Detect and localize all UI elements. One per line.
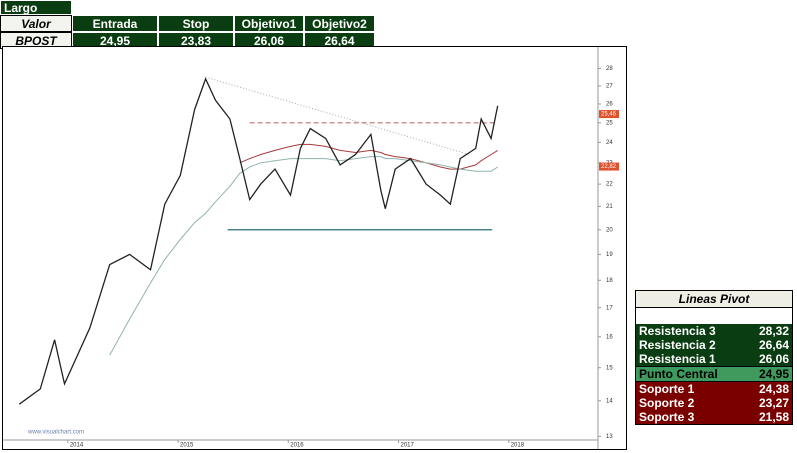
pivot-value: 24,38 bbox=[758, 382, 789, 396]
price-tag bbox=[599, 162, 619, 171]
pivot-row: Soporte 3 21,58 bbox=[636, 410, 792, 424]
y-tick-label: 15 bbox=[606, 365, 613, 371]
trend-line bbox=[205, 76, 470, 155]
y-tick-label: 13 bbox=[606, 434, 613, 440]
y-tick-label: 17 bbox=[606, 305, 613, 311]
x-tick-label: 2018 bbox=[511, 443, 525, 449]
pivot-value: 26,64 bbox=[758, 338, 789, 352]
table-title: Largo bbox=[0, 0, 72, 15]
y-tick-label: 20 bbox=[606, 227, 613, 233]
y-tick-label: 22 bbox=[606, 182, 613, 188]
price-tag-label: 25,46 bbox=[601, 112, 617, 118]
header-cell: Objetivo2 bbox=[304, 15, 375, 32]
pivot-label: Resistencia 2 bbox=[639, 338, 716, 352]
header-cell: Entrada bbox=[72, 15, 158, 32]
y-tick-label: 27 bbox=[606, 83, 613, 89]
pivot-label: Resistencia 3 bbox=[639, 324, 716, 338]
pivot-row: Punto Central 24,95 bbox=[636, 366, 792, 382]
header-cell: Valor bbox=[0, 15, 72, 32]
y-tick-label: 16 bbox=[606, 334, 613, 340]
header-cell: Objetivo1 bbox=[234, 15, 304, 32]
y-tick-label: 14 bbox=[606, 398, 613, 404]
y-tick-label: 19 bbox=[606, 252, 613, 258]
y-tick-label: 24 bbox=[606, 140, 613, 146]
series-line bbox=[239, 143, 498, 170]
pivot-label: Soporte 1 bbox=[639, 382, 695, 396]
chart-frame bbox=[2, 46, 627, 450]
y-tick-label: 21 bbox=[606, 204, 613, 210]
y-tick-label: 18 bbox=[606, 278, 613, 284]
x-tick-label: 2017 bbox=[400, 443, 414, 449]
pivot-rows: Resistencia 3 28,32 Resistencia 2 26,64 Resi… bbox=[636, 324, 792, 424]
pivot-row: Soporte 2 23,27 bbox=[636, 396, 792, 410]
pivot-value: 26,06 bbox=[758, 352, 789, 366]
pivot-value: 24,95 bbox=[758, 367, 789, 381]
x-tick-label: 2015 bbox=[180, 443, 194, 449]
chart: www.visualchart.com 13 14 15 16 17 18 19 20 21 22… bbox=[2, 46, 627, 450]
spacer bbox=[636, 308, 792, 324]
pivot-value: 21,58 bbox=[758, 410, 789, 424]
x-tick-label: 2014 bbox=[70, 443, 84, 449]
row-cell: 24,95 bbox=[72, 32, 158, 49]
pivot-row: Soporte 1 24,38 bbox=[636, 382, 792, 396]
pivot-value: 23,27 bbox=[758, 396, 789, 410]
pivot-label: Punto Central bbox=[639, 367, 718, 381]
watermark: www.visualchart.com bbox=[27, 430, 84, 436]
y-tick-label: 28 bbox=[606, 66, 613, 72]
series-line bbox=[18, 77, 499, 405]
price-tag-label: 22,82 bbox=[601, 164, 617, 170]
pivot-row: Resistencia 3 28,32 bbox=[636, 324, 792, 338]
row-cell: 23,83 bbox=[158, 32, 234, 49]
pivot-label: Resistencia 1 bbox=[639, 352, 716, 366]
pivot-label: Soporte 3 bbox=[639, 410, 695, 424]
x-tick-label: 2016 bbox=[290, 443, 304, 449]
pivot-table: Lineas Pivot Resistencia 3 28,32 Resistenc… bbox=[635, 290, 793, 425]
pivot-label: Soporte 2 bbox=[639, 396, 695, 410]
series-line bbox=[109, 156, 498, 356]
pivot-value: 28,32 bbox=[758, 324, 789, 338]
y-tick-label: 26 bbox=[606, 102, 613, 108]
pivot-title: Lineas Pivot bbox=[636, 291, 792, 308]
header-cell: Stop bbox=[158, 15, 234, 32]
pivot-row: Resistencia 2 26,64 bbox=[636, 338, 792, 352]
pivot-row: Resistencia 1 26,06 bbox=[636, 352, 792, 366]
y-tick-label: 25 bbox=[606, 120, 613, 126]
price-tag bbox=[599, 110, 619, 119]
